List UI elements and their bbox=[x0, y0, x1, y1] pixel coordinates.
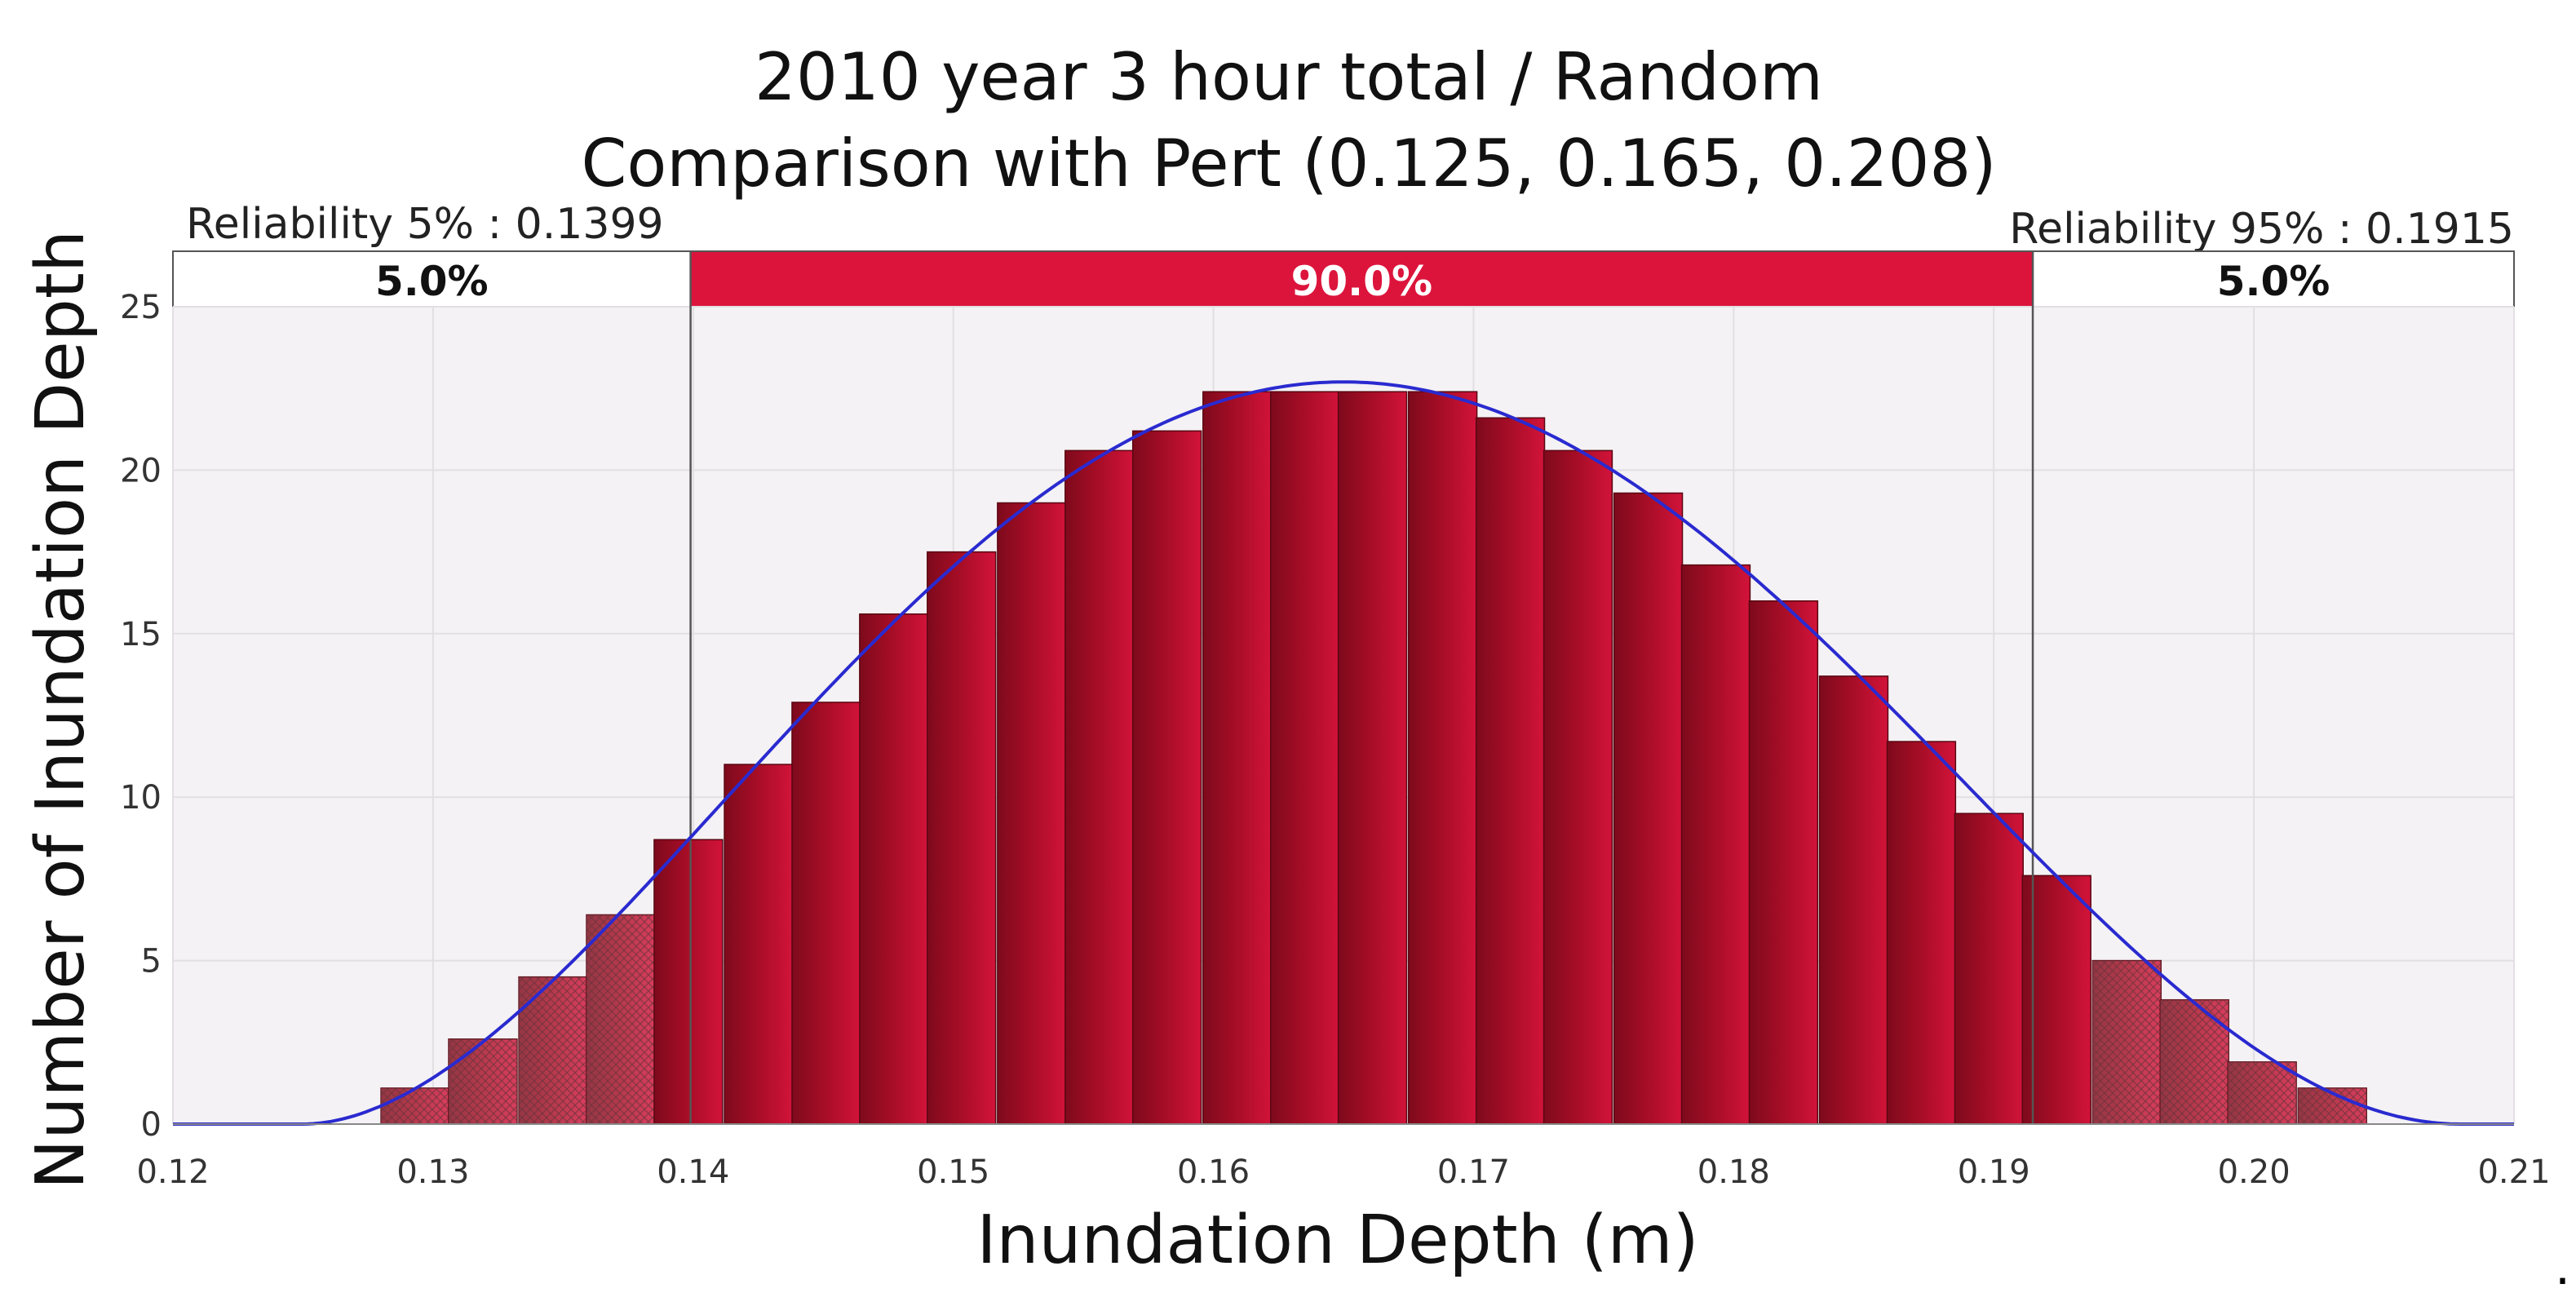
y-axis-label: Number of Inundation Depth bbox=[22, 230, 100, 1189]
y-tick-label: 20 bbox=[120, 452, 162, 489]
histogram-bar bbox=[791, 702, 861, 1125]
histogram-bar bbox=[1064, 449, 1135, 1125]
histogram-bar-hatch bbox=[586, 914, 655, 1124]
histogram-bar bbox=[1886, 741, 1957, 1125]
x-tick-label: 0.12 bbox=[136, 1153, 209, 1191]
y-axis-ticks: 0 5 10 15 20 25 bbox=[120, 289, 162, 1144]
histogram-bar bbox=[1269, 391, 1340, 1125]
histogram-bar-hatch bbox=[2092, 960, 2162, 1124]
y-tick-label: 15 bbox=[120, 616, 162, 653]
y-tick-label: 0 bbox=[141, 1106, 162, 1144]
histogram-bar-tint bbox=[519, 976, 587, 1124]
x-axis-ticks: 0.12 0.13 0.14 0.15 0.16 0.17 0.18 0.19 0.20 0.21 bbox=[136, 1153, 2550, 1191]
histogram-bar bbox=[1337, 391, 1408, 1125]
histogram-bar bbox=[1407, 391, 1478, 1125]
pert-curve bbox=[173, 380, 2514, 1126]
histogram-bar bbox=[997, 502, 1067, 1125]
x-tick-label: 0.21 bbox=[2477, 1153, 2550, 1191]
x-axis-label: Inundation Depth (m) bbox=[976, 1202, 1698, 1279]
y-tick-label: 25 bbox=[120, 289, 162, 326]
band-right-segment bbox=[2032, 250, 2516, 308]
histogram-bar bbox=[1202, 391, 1273, 1125]
band-left-percent: 5.0% bbox=[375, 258, 489, 305]
histogram-bar-hatch bbox=[2228, 1061, 2297, 1124]
band-right-percent: 5.0% bbox=[2217, 258, 2330, 305]
histogram-bar-tint bbox=[449, 1038, 517, 1124]
histogram-bar bbox=[653, 839, 724, 1125]
histogram-bar bbox=[1131, 430, 1202, 1125]
y-tick-label: 5 bbox=[141, 943, 162, 981]
histogram-bar bbox=[1475, 417, 1546, 1125]
reliability-band: 5.0% 90.0% 5.0% bbox=[172, 250, 2516, 308]
x-tick-label: 0.15 bbox=[917, 1153, 989, 1191]
x-tick-label: 0.13 bbox=[396, 1153, 469, 1191]
histogram-bar-hatch bbox=[381, 1087, 449, 1124]
reliability-upper-label: Reliability 95% : 0.1915 bbox=[2009, 205, 2514, 254]
histogram-bar bbox=[859, 613, 929, 1125]
x-tick-label: 0.19 bbox=[1958, 1153, 2030, 1191]
histogram-bar bbox=[1748, 600, 1819, 1125]
reliability-cut-lines bbox=[689, 251, 2034, 1124]
histogram-bar bbox=[1954, 812, 2025, 1125]
histogram-bar bbox=[1543, 449, 1613, 1125]
histogram-bar bbox=[724, 764, 794, 1125]
histogram-bar bbox=[927, 551, 997, 1125]
band-middle-segment bbox=[689, 250, 2034, 308]
histogram-bar bbox=[1680, 564, 1751, 1125]
x-tick-label: 0.20 bbox=[2218, 1153, 2291, 1191]
histogram-bar-tint bbox=[586, 914, 655, 1124]
reliability-lower-label: Reliability 5% : 0.1399 bbox=[186, 200, 664, 249]
histogram-bar-hatch bbox=[449, 1038, 517, 1124]
x-tick-label: 0.18 bbox=[1697, 1153, 1770, 1191]
chart-subtitle: Comparison with Pert (0.125, 0.165, 0.20… bbox=[581, 126, 1996, 201]
band-middle-percent: 90.0% bbox=[1291, 258, 1432, 305]
chart-title: 2010 year 3 hour total / Random bbox=[755, 39, 1823, 115]
y-tick-label: 10 bbox=[120, 779, 162, 817]
histogram-bar-tint bbox=[2228, 1061, 2297, 1124]
histogram-bar-tint bbox=[2160, 999, 2229, 1124]
x-tick-label: 0.17 bbox=[1437, 1153, 1510, 1191]
band-left-segment bbox=[172, 250, 692, 308]
x-tick-label: 0.14 bbox=[657, 1153, 729, 1191]
histogram-bar bbox=[1613, 492, 1684, 1125]
histogram-bar-tint bbox=[2092, 960, 2162, 1124]
histogram-bar-tint bbox=[381, 1087, 449, 1124]
trailing-mark: . bbox=[2555, 1239, 2570, 1296]
histogram-bar bbox=[1818, 675, 1889, 1125]
x-tick-label: 0.16 bbox=[1177, 1153, 1250, 1191]
